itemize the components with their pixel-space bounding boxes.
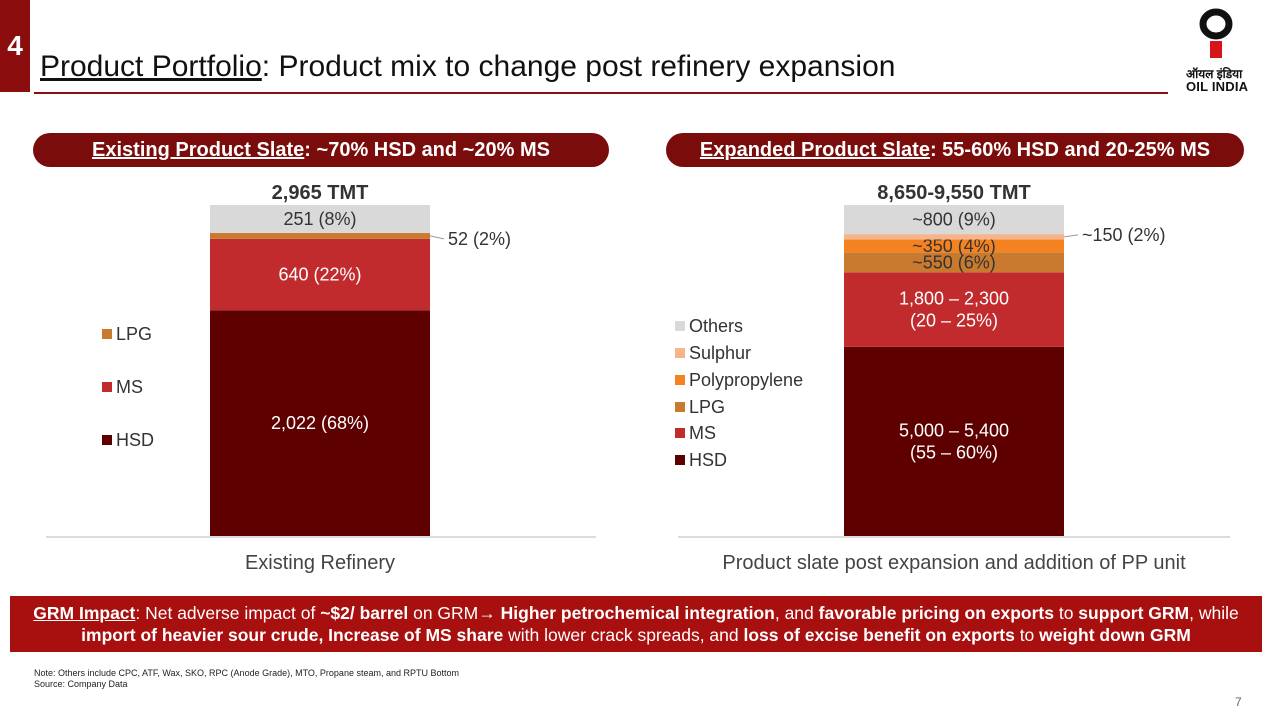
existing-legend-swatch-lpg [102,329,112,339]
expanded-legend-swatch-ms [675,428,685,438]
expanded-label-ms-line-1: 1,800 – 2,300 [899,289,1009,309]
grm-text-3: , and [774,603,819,623]
expanded-label-ms-line-2: (20 – 25%) [910,311,998,331]
grm-bold-1: ~$2/ barrel [320,603,409,623]
expanded-total-label: 8,650-9,550 TMT [877,182,1030,204]
existing-legend-label-lpg: LPG [116,324,152,344]
expanded-legend-label-polypropylene: Polypropylene [689,370,803,390]
page-title: Product Portfolio: Product mix to change… [40,50,895,84]
expanded-legend-label-lpg: LPG [689,397,725,417]
expanded-legend-swatch-others [675,321,685,331]
existing-bar-ms [210,238,430,311]
footnote: Note: Others include CPC, ATF, Wax, SKO,… [34,668,459,690]
existing-label-ms: 640 (22%) [278,265,361,285]
existing-slate-header-rest: : ~70% HSD and ~20% MS [304,139,550,161]
expanded-legend-label-sulphur: Sulphur [689,343,751,363]
expanded-bar-sulphur [844,234,1064,240]
product-slate-charts: 2,965 TMT 2,022 (68%) 640 (22%) 52 (2%) 251 … [46,182,1230,574]
grm-text-4: to [1053,603,1079,623]
expanded-bar-hsd [844,346,1064,536]
expanded-label-sulphur: ~150 (2%) [1082,225,1166,245]
expanded-label-polypropylene: ~350 (4%) [912,236,996,256]
grm-bold-7: weight down GRM [1039,625,1191,645]
expanded-category-label: Product slate post expansion and additio… [722,552,1186,574]
expanded-bar-ms [844,272,1064,347]
existing-category-label: Existing Refinery [245,552,395,574]
grm-text-5: , while [1189,603,1239,623]
grm-bold-4: support GRM [1078,603,1190,623]
expanded-slate-header-underlined: Expanded Product Slate [699,139,930,161]
section-number-badge: 4 [0,0,30,92]
logo-hindi-text: ऑयल इंडिया [1186,67,1243,81]
expanded-legend-swatch-sulphur [675,348,685,358]
logo-english-text: OIL INDIA [1186,79,1249,94]
expanded-label-hsd-line-2: (55 – 60%) [910,442,998,462]
footnote-note: Note: Others include CPC, ATF, Wax, SKO,… [34,668,459,678]
existing-label-others: 251 (8%) [283,209,356,229]
existing-label-hsd: 2,022 (68%) [271,413,369,433]
expanded-label-lpg: ~550 (6%) [912,252,996,272]
expanded-slate-header: Expanded Product Slate: 55-60% HSD and 2… [666,133,1244,167]
expanded-legend-swatch-lpg [675,402,685,412]
title-rest: : Product mix to change post refinery ex… [261,50,896,83]
expanded-legend-swatch-polypropylene [675,375,685,385]
existing-legend-label-hsd: HSD [116,430,154,450]
grm-text-2: on GRM→ [408,603,501,623]
title-divider [34,92,1168,94]
expanded-bar-polypropylene [844,239,1064,253]
grm-text-7: to [1014,625,1040,645]
existing-total-label: 2,965 TMT [272,182,369,204]
grm-text-1: : Net adverse impact of [135,603,321,623]
grm-impact-banner: GRM Impact: Net adverse impact of ~$2/ b… [10,596,1262,652]
grm-bold-5: import of heavier sour crude, Increase o… [81,625,504,645]
expanded-label-hsd-line-1: 5,000 – 5,400 [899,420,1009,440]
existing-slate-header-underlined: Existing Product Slate [92,139,305,161]
expanded-label-others: ~800 (9%) [912,210,996,230]
expanded-legend-swatch-hsd [675,455,685,465]
existing-legend-swatch-hsd [102,435,112,445]
expanded-legend-label-hsd: HSD [689,450,727,470]
expanded-legend-label-others: Others [689,316,743,336]
footnote-source: Source: Company Data [34,679,128,689]
title-underlined: Product Portfolio [40,50,262,83]
expanded-callout-line-sulphur [1063,234,1079,238]
page-number: 7 [1235,695,1242,709]
existing-bar-lpg [210,233,430,239]
oil-india-logo [1199,8,1233,58]
expanded-bar-others [844,205,1064,235]
existing-bar-hsd [210,310,430,536]
grm-bold-3: favorable pricing on exports [818,603,1054,623]
expanded-bar-lpg [844,252,1064,273]
existing-legend-swatch-ms [102,382,112,392]
grm-bold-2: Higher petrochemical integration [500,603,775,623]
existing-label-lpg: 52 (2%) [448,229,511,249]
expanded-legend-label-ms: MS [689,423,716,443]
grm-text-6: with lower crack spreads, and [503,625,744,645]
grm-bold-6: loss of excise benefit on exports [743,625,1015,645]
existing-callout-line-lpg [429,235,445,240]
expanded-slate-header-rest: : 55-60% HSD and 20-25% MS [929,139,1211,161]
grm-label: GRM Impact [33,603,136,623]
existing-legend-label-ms: MS [116,377,143,397]
existing-bar-others [210,205,430,234]
existing-slate-header: Existing Product Slate: ~70% HSD and ~20… [33,133,609,167]
